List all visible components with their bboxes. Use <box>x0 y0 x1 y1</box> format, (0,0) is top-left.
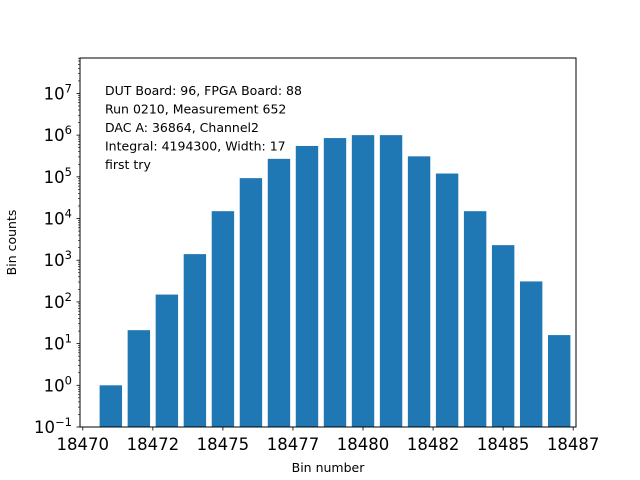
bar-18482 <box>407 156 431 427</box>
y-tick-label: 103 <box>44 248 72 270</box>
y-tick-label: 105 <box>44 165 72 187</box>
bar-18476 <box>239 178 263 427</box>
bar-18472 <box>127 330 151 427</box>
annotation-line: DUT Board: 96, FPGA Board: 88 <box>105 83 302 98</box>
y-tick-label: 100 <box>44 373 72 395</box>
bar-18479 <box>323 138 347 427</box>
x-tick-label: 18472 <box>127 435 180 454</box>
y-tick-label: 104 <box>44 207 72 229</box>
y-tick-label: 10−1 <box>34 415 72 437</box>
bar-18477 <box>267 158 291 427</box>
annotation-line: DAC A: 36864, Channel2 <box>105 120 259 135</box>
bar-18471 <box>99 385 123 427</box>
y-tick-label: 106 <box>44 123 72 145</box>
x-axis-label: Bin number <box>292 460 366 475</box>
plot-frame <box>79 57 577 428</box>
bar-18475 <box>211 211 235 427</box>
bar-18485 <box>491 245 515 427</box>
x-tick-label: 18482 <box>407 435 460 454</box>
bar-18483 <box>435 173 459 427</box>
x-tick-label: 18470 <box>57 435 110 454</box>
y-ticks: 10−1 100 101 102 103 104 105 106 107 <box>34 81 80 437</box>
bars-group <box>99 135 571 427</box>
bar-18478 <box>295 145 319 427</box>
x-tick-label: 18480 <box>337 435 390 454</box>
y-axis-label: Bin counts <box>4 210 19 276</box>
x-tick-label: 18475 <box>197 435 250 454</box>
bar-18480 <box>351 135 375 427</box>
y-tick-label: 102 <box>44 290 72 312</box>
y-tick-label: 101 <box>44 332 72 354</box>
annotation-box: DUT Board: 96, FPGA Board: 88 Run 0210, M… <box>105 83 302 172</box>
annotation-line: Integral: 4194300, Width: 17 <box>105 139 286 154</box>
bar-18484 <box>463 211 487 427</box>
bar-18486 <box>519 281 543 427</box>
annotation-line: Run 0210, Measurement 652 <box>105 102 286 117</box>
x-tick-label: 18485 <box>477 435 530 454</box>
bar-18473 <box>155 294 179 427</box>
x-tick-label: 18477 <box>267 435 320 454</box>
bar-18487 <box>547 335 571 427</box>
x-tick-label: 18487 <box>547 435 600 454</box>
annotation-line: first try <box>105 157 151 172</box>
y-tick-label: 107 <box>44 81 72 103</box>
x-ticks: 18470 18472 18475 18477 18480 18482 18485 18487 <box>57 427 600 454</box>
bar-18481 <box>379 135 403 427</box>
bar-18474 <box>183 254 207 427</box>
